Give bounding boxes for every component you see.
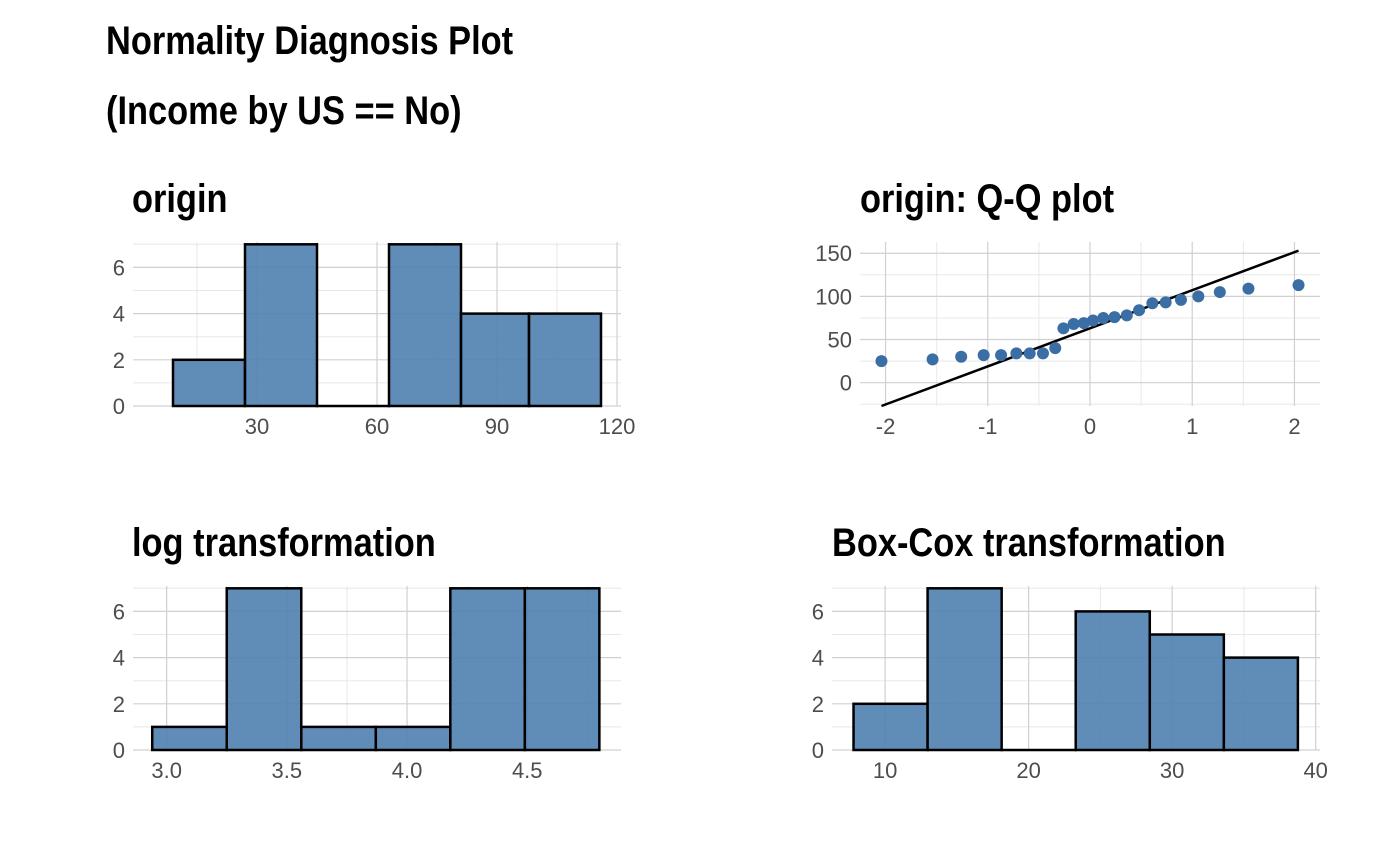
qq-point [955,350,968,363]
histogram-bar [171,358,247,408]
x-tick-label: 4.0 [392,758,423,783]
qq-point [995,349,1008,362]
bars-log [150,587,601,752]
qq-point [1023,347,1036,360]
x-tick-label: -2 [876,414,896,439]
histogram-bar [225,587,303,752]
qq-point [1133,304,1146,317]
qq-point [977,349,990,362]
panel-boxcox: Box-Cox transformation 10 20 30 40 0 2 4 6 [812,520,1328,783]
panel-title-qq: origin: Q-Q plot [860,176,1114,221]
panel-origin: origin 30 60 90 120 0 2 4 6 [113,176,636,439]
x-tick-label: 4.5 [512,758,543,783]
panel-title-boxcox: Box-Cox transformation [832,520,1226,565]
histogram-bar [459,312,531,408]
y-tick-label: 100 [815,284,852,309]
page-title-line-2: (Income by US == No) [106,89,462,133]
histogram-bar [1074,610,1152,752]
x-tick-label: 3.0 [151,758,182,783]
x-tick-label: 2 [1288,414,1300,439]
y-tick-label: 6 [113,255,125,280]
histogram-bar [243,243,319,408]
y-tick-label: 2 [113,348,125,373]
x-tick-label: 3.5 [272,758,303,783]
qq-point [1087,314,1100,327]
qq-point [926,353,939,366]
y-tick-label: 0 [840,371,852,396]
qq-point [1292,279,1305,292]
bars-origin [171,243,603,408]
panel-qq: origin: Q-Q plot -2 -1 0 1 2 0 50 100 150 [815,176,1320,439]
y-tick-label: 4 [812,646,824,671]
qq-point [1159,296,1172,309]
qq-point [1120,309,1133,322]
panel-log: log transformation 3.0 3.5 4.0 4.5 0 2 4 6 [113,520,621,783]
y-tick-label: 2 [812,692,824,717]
histogram-bar [1222,656,1300,752]
x-tick-label: 0 [1084,414,1096,439]
qq-point [1174,293,1187,306]
qq-point [1242,282,1255,295]
qq-point [1067,318,1080,330]
y-tick-label: 4 [113,646,125,671]
x-tick-label: 120 [599,414,636,439]
qq-point [1010,347,1023,360]
x-tick-label: 30 [245,414,269,439]
y-tick-label: 4 [113,302,125,327]
y-tick-label: 0 [812,738,824,763]
page-title-line-1: Normality Diagnosis Plot [106,19,514,63]
page-title: Normality Diagnosis Plot (Income by US =… [106,6,513,146]
y-tick-label: 2 [113,692,125,717]
bars-boxcox [852,587,1300,752]
qq-point [875,355,888,368]
histogram-bar [449,587,527,752]
y-tick-label: 6 [812,599,824,624]
qq-point [1077,317,1090,330]
histogram-bar [387,243,463,408]
panel-title-log: log transformation [132,520,436,565]
qq-point [1097,311,1110,324]
panel-title-origin: origin [132,176,228,221]
histogram-bar [150,725,229,752]
x-tick-label: 1 [1186,414,1198,439]
y-tick-label: 6 [113,599,125,624]
qq-point [1146,297,1159,310]
x-tick-label: 10 [873,758,897,783]
histogram-bar [926,587,1003,752]
histogram-bar [527,312,603,408]
y-tick-label: 0 [113,738,125,763]
y-tick-label: 150 [815,241,852,266]
qq-points [875,279,1305,368]
x-tick-label: -1 [978,414,998,439]
histogram-bar [374,725,452,752]
x-tick-label: 60 [365,414,389,439]
x-tick-label: 30 [1160,758,1184,783]
qq-point [1057,322,1070,335]
qq-point [1049,342,1062,355]
qq-reference-line [881,249,1299,408]
y-tick-label: 0 [113,394,125,419]
histogram-bar [852,702,929,752]
histogram-bar [523,587,601,752]
x-tick-label: 40 [1303,758,1327,783]
qq-point [1036,347,1049,360]
histogram-bar [300,725,378,752]
qq-point [1108,311,1121,324]
y-tick-label: 50 [828,328,852,353]
x-tick-label: 90 [485,414,509,439]
x-tick-label: 20 [1016,758,1040,783]
qq-point [1192,290,1205,303]
qq-point [1213,286,1226,299]
histogram-bar [1148,633,1226,752]
